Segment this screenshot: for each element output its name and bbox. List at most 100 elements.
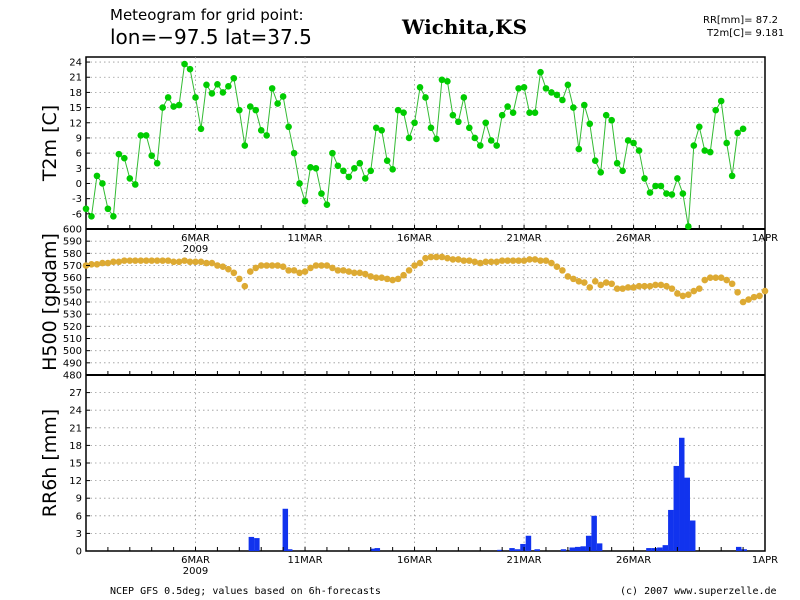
rr6h-bar [569, 547, 575, 551]
rr6h-bar [574, 546, 581, 551]
t2m-point [575, 145, 583, 153]
header-coordinates: lon=−97.5 lat=37.5 [110, 25, 312, 49]
t2m-point [257, 127, 265, 134]
y-tick-label: 600 [63, 225, 82, 236]
t2m-point [88, 213, 95, 220]
h500-point [208, 259, 216, 267]
h500-point [690, 287, 698, 295]
h500-series [82, 253, 769, 306]
t2m-point [378, 127, 385, 134]
h500-point [383, 275, 391, 283]
h500-point [712, 274, 720, 281]
t2m-point [559, 96, 566, 104]
t2m-series [82, 60, 747, 230]
t2m-point [307, 163, 314, 171]
h500-point [351, 269, 358, 277]
y-tick-label: 520 [63, 322, 82, 333]
h500-point [307, 264, 314, 272]
x-year-label: 2009 [183, 244, 208, 255]
h500-point [482, 258, 490, 266]
h500-point [701, 276, 709, 284]
t2m-point [197, 125, 205, 133]
h500-point [476, 259, 484, 267]
h500-point [619, 285, 626, 292]
h500-point [126, 257, 134, 264]
t2m-point [619, 167, 626, 175]
h500-point [164, 257, 172, 264]
h500-point [455, 256, 462, 263]
t2m-point [203, 81, 210, 89]
footer-copyright: (c) 2007 www.superzelle.de [620, 586, 777, 597]
t2m-point [438, 76, 446, 84]
t2m-point [498, 111, 506, 119]
t2m-point [553, 91, 561, 99]
t2m-point [186, 65, 194, 73]
t2m-point [356, 159, 364, 167]
t2m-point [444, 77, 451, 85]
t2m-point [318, 190, 325, 197]
rr-total-readout: RR[mm]= 87.2 [703, 15, 778, 26]
h500-point [378, 274, 385, 281]
h500-point [148, 257, 156, 264]
t2m-point [170, 103, 177, 110]
y-tick-label: 21 [69, 423, 82, 434]
t2m-point [115, 150, 123, 158]
h500-point [318, 262, 325, 269]
h500-point [230, 269, 238, 277]
h500-point [717, 274, 725, 281]
h500-point [657, 281, 665, 289]
t2m-point [279, 93, 287, 100]
h500-point [290, 267, 298, 274]
h500-point [597, 281, 605, 289]
h500-point [685, 291, 692, 299]
x-date-label: 6MAR [181, 233, 210, 244]
h500-point [268, 262, 276, 269]
t2m-point [641, 175, 648, 182]
t2m-point [586, 120, 594, 128]
h500-point [400, 271, 407, 279]
y-tick-label: 580 [63, 249, 82, 260]
rr6h-series [248, 437, 747, 551]
t2m-point [701, 147, 709, 154]
h500-point [537, 257, 544, 264]
t2m-point [181, 60, 188, 68]
y-tick-label: 15 [69, 103, 82, 114]
x-date-label: 26MAR [616, 555, 651, 566]
t2m-point [214, 81, 221, 88]
y-tick-label: 540 [63, 298, 82, 309]
t2m-point [652, 182, 659, 190]
h500-point [761, 287, 769, 295]
t2m-point [400, 109, 407, 116]
t2m-point [263, 132, 271, 139]
t2m-point [449, 111, 457, 119]
h500-point [296, 269, 303, 277]
t2m-point [225, 83, 232, 90]
t2m-point [208, 90, 216, 97]
h500-point [279, 263, 287, 271]
h500-point [372, 274, 380, 281]
y-tick-label: 18 [69, 88, 82, 99]
y-tick-label: 21 [69, 73, 82, 84]
h500-point [608, 280, 615, 288]
y-tick-label: 550 [63, 285, 82, 296]
t2m-point [110, 213, 117, 220]
t2m-point [340, 167, 347, 175]
h500-point [613, 285, 621, 292]
t2m-point [602, 111, 610, 119]
h500-point [93, 260, 101, 268]
t2m-point [471, 134, 479, 142]
t2m-point [175, 101, 183, 109]
t2m-point [99, 180, 106, 187]
t2m-point [734, 129, 741, 137]
h500-point [487, 258, 495, 266]
x-date-label: 11MAR [287, 233, 322, 244]
t2m-point [274, 100, 281, 107]
t2m-axis-title: T2m [C] [39, 105, 61, 182]
h500-point [553, 263, 561, 271]
plot-frame [85, 56, 766, 552]
h500-point [728, 280, 736, 288]
t2m-point [460, 94, 468, 101]
t2m-point [728, 172, 736, 180]
h500-point [115, 258, 123, 266]
h500-point [274, 262, 281, 269]
